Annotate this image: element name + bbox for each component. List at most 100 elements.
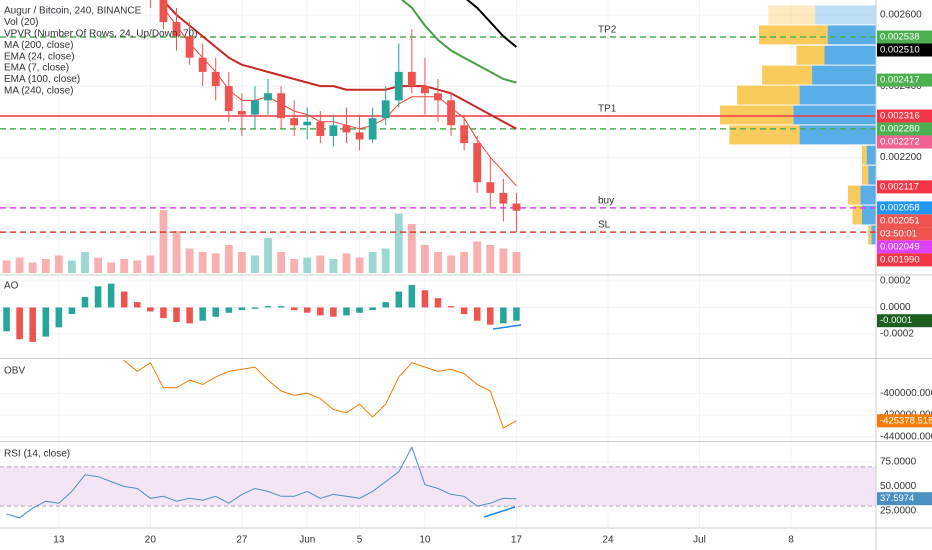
candle-body [499, 192, 508, 204]
x-tick-label: Jul [693, 535, 706, 546]
candle-body [394, 71, 403, 101]
ao-bar [343, 307, 350, 316]
volume-bar [303, 257, 312, 273]
ao-bar [290, 307, 298, 311]
volume-bar [107, 262, 116, 273]
candle-body [290, 118, 299, 126]
y-tick-label: 0.002200 [880, 152, 922, 163]
ao-bar [186, 307, 193, 324]
ao-bar [147, 307, 154, 312]
indicator-line [160, 0, 517, 130]
ao-bar [68, 307, 76, 315]
volume-bar [159, 210, 168, 273]
ao-bar [369, 307, 376, 311]
price-tag [877, 43, 932, 57]
price-tag-label: 0.002538 [880, 32, 920, 43]
volume-bar [460, 252, 469, 273]
ao-bar [513, 307, 520, 321]
level-label: buy [598, 196, 614, 207]
vpvr-up [720, 105, 794, 125]
ao-bar [382, 302, 389, 308]
price-tag-label: 0.002316 [880, 111, 920, 122]
ao-bar [42, 307, 50, 337]
ao-bar [500, 307, 507, 324]
vpvr-down [871, 225, 876, 245]
volume-bar [120, 259, 129, 273]
price-tag [877, 122, 932, 136]
price-tag-label: 0.002510 [880, 45, 920, 56]
y-tick-label: -400000.0000 [880, 388, 932, 399]
ao-bar [238, 307, 246, 311]
ao-bar [303, 307, 311, 313]
ao-bar [16, 307, 23, 340]
countdown-tag [877, 227, 932, 241]
price-tag-label: -425378.5180 [880, 415, 932, 426]
ao-bar [94, 286, 102, 308]
vpvr-up [852, 205, 862, 225]
ao-bar [251, 307, 259, 309]
pane [3, 283, 520, 342]
volume-bar [15, 257, 24, 273]
candle-body [329, 125, 338, 136]
indicator-label: Vol (20) [4, 17, 38, 28]
price-tag [877, 109, 932, 123]
volume-bar [290, 259, 299, 273]
ao-bar [29, 307, 36, 342]
ao-bar [3, 307, 10, 332]
volume-bar [329, 259, 338, 273]
ao-bar [395, 291, 403, 308]
price-axis: 132027Jun5101724Jul80.0026000.0024000.00… [4, 6, 932, 546]
chart-title: Augur / Bitcoin, 240, BINANCE [4, 6, 142, 17]
y-tick-label: 75.0000 [880, 457, 917, 468]
volume-bar [394, 213, 403, 273]
vpvr-up [759, 25, 828, 45]
candle-body [224, 86, 233, 112]
indicator-line [162, 7, 517, 187]
pane-title: AO [4, 281, 19, 292]
candle-body [316, 121, 325, 136]
x-tick-label: 24 [602, 535, 614, 546]
divergence-line [483, 506, 516, 518]
vpvr-down [868, 165, 876, 185]
ao-bar [460, 307, 468, 315]
volume-bar [224, 245, 233, 273]
price-tag-label: 0.001990 [880, 254, 920, 265]
ao-bar [199, 307, 206, 321]
price-tag [877, 314, 932, 328]
pane [122, 360, 517, 429]
candle-body [434, 93, 442, 101]
y-tick-label: 0.0000 [880, 302, 911, 313]
vpvr-down [799, 85, 876, 105]
candle-body [473, 143, 482, 183]
vpvr-down [827, 25, 876, 45]
price-tag-label: -0.0001 [880, 315, 912, 326]
price-tag [877, 253, 932, 267]
volume-bar [94, 257, 102, 273]
volume-bar [237, 252, 246, 273]
countdown-label: 03:50:01 [880, 228, 917, 239]
volume-bar [2, 260, 11, 273]
ao-bar [212, 307, 219, 317]
vpvr-up [729, 125, 800, 145]
ao-bar [225, 307, 233, 313]
x-tick-label: 13 [53, 535, 65, 546]
vpvr-up [768, 5, 816, 25]
candle-body [381, 100, 390, 119]
volume-bar [473, 241, 482, 273]
candle-body [460, 125, 469, 144]
vpvr-down [861, 205, 876, 225]
candle-body [264, 93, 272, 101]
volume-bar [434, 252, 442, 273]
candle-body [185, 36, 194, 58]
x-tick-label: 17 [511, 535, 523, 546]
candle-body [421, 86, 429, 94]
ao-bar [447, 306, 455, 308]
price-tag [877, 180, 932, 194]
volume-bar [172, 231, 181, 273]
volume-bar [277, 252, 286, 273]
y-tick-label: 50.0000 [880, 481, 917, 492]
indicator-label: MA (200, close) [4, 40, 73, 51]
vpvr-up [762, 65, 813, 85]
volume-bar [368, 252, 377, 273]
